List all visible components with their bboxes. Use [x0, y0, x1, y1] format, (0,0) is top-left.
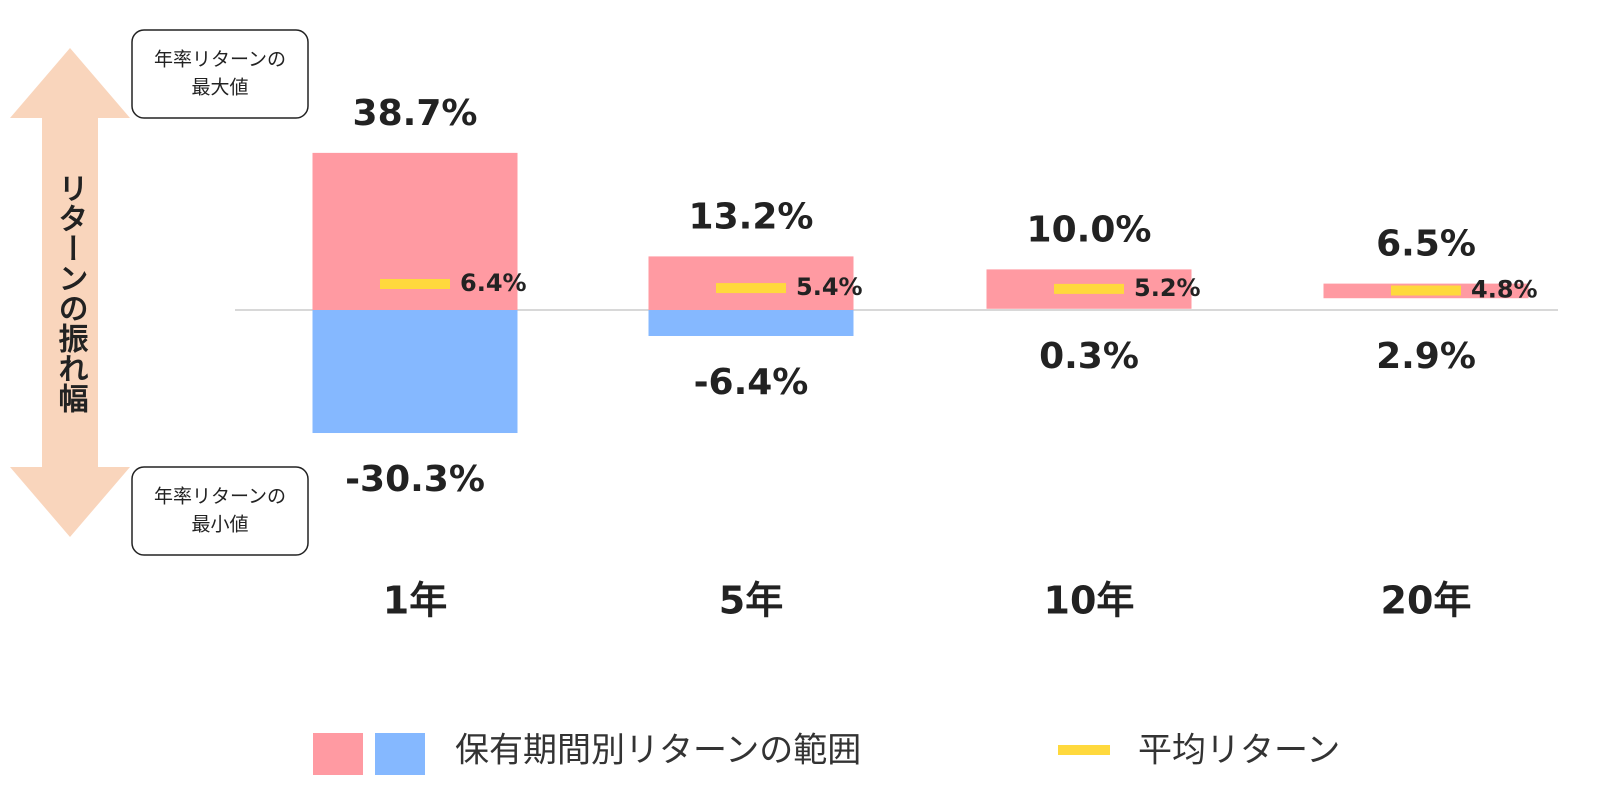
max-box-text: 最大値 [191, 77, 248, 99]
max-label: 10.0% [1027, 209, 1152, 250]
max-label: 6.5% [1376, 224, 1476, 265]
average-label: 4.8% [1471, 276, 1538, 304]
max-label: 13.2% [689, 196, 814, 237]
min-label: 2.9% [1376, 336, 1476, 377]
min-label: -30.3% [345, 459, 485, 500]
x-tick-label: 1年 [383, 579, 447, 623]
average-mark [380, 279, 450, 290]
average-label: 6.4% [460, 269, 527, 297]
min-box-text: 年率リターンの [154, 486, 286, 508]
legend-swatch [375, 733, 425, 775]
average-mark [1391, 285, 1461, 296]
range-arrow [10, 48, 130, 537]
average-mark [1054, 283, 1124, 294]
average-mark [716, 283, 786, 294]
legend-label: 保有期間別リターンの範囲 [455, 731, 861, 771]
legend-swatch [313, 733, 363, 775]
x-tick-label: 20年 [1381, 579, 1472, 623]
legend-swatch [1058, 745, 1110, 755]
bar-negative [648, 310, 854, 336]
min-box-text: 最小値 [191, 514, 248, 536]
min-label: -6.4% [694, 362, 809, 403]
average-label: 5.4% [796, 273, 863, 301]
axis-label: リターンの振れ幅 [53, 173, 89, 413]
bar-negative [312, 310, 518, 434]
legend-label: 平均リターン [1138, 731, 1340, 771]
max-box [131, 29, 309, 119]
min-label: 0.3% [1039, 336, 1139, 377]
max-box-text: 年率リターンの [154, 49, 286, 71]
x-tick-label: 5年 [719, 579, 783, 623]
x-tick-label: 10年 [1044, 579, 1135, 623]
average-label: 5.2% [1134, 274, 1201, 302]
min-box [131, 466, 309, 556]
max-label: 38.7% [353, 93, 478, 134]
